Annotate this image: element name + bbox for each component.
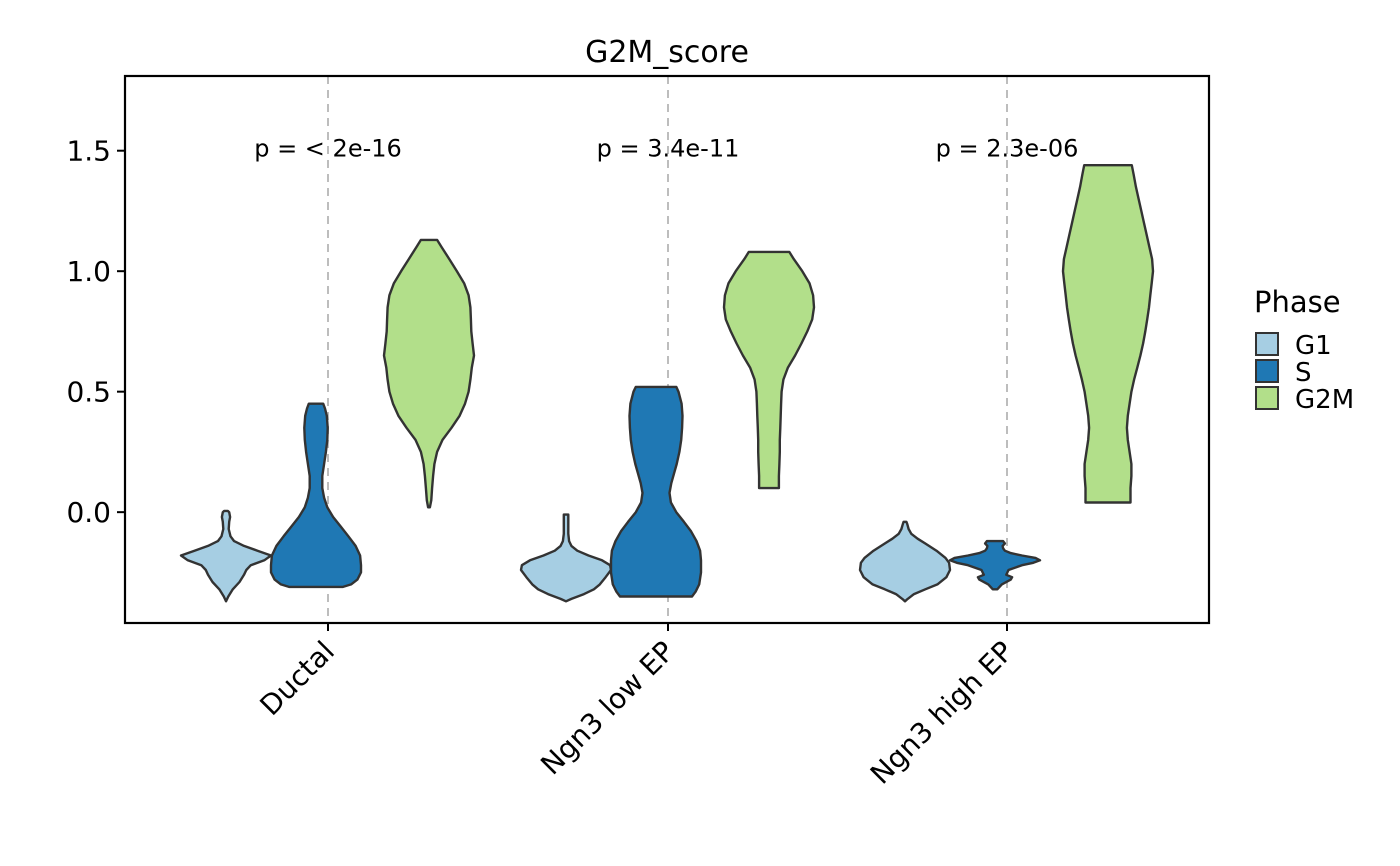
violin-layer: [179, 164, 1155, 603]
y-tick-label: 0.0: [66, 496, 111, 529]
violin-s-ductal: [269, 402, 363, 589]
x-tick-label: Ngn3 low EP: [534, 635, 681, 782]
pvalue-label-3: p = 2.3e-06: [936, 135, 1079, 163]
y-tick-label: 1.0: [66, 255, 111, 288]
pvalue-label-1: p = < 2e-16: [254, 135, 402, 163]
violin-s-ngn3-low-ep: [609, 385, 703, 598]
pvalue-label-2: p = 3.4e-11: [597, 135, 740, 163]
violin-g1-ngn3-high-ep: [858, 520, 952, 603]
legend-label-s: S: [1295, 358, 1312, 388]
x-tick-label: Ngn3 high EP: [864, 635, 1020, 791]
legend-swatch-g2m: [1255, 386, 1279, 410]
violin-g2m-ductal: [382, 238, 476, 509]
legend-swatch-g1: [1255, 332, 1279, 356]
violin-g1-ductal: [179, 509, 273, 603]
chart-title: G2M_score: [585, 35, 749, 70]
legend-title: Phase: [1254, 285, 1341, 319]
violin-g1-ngn3-low-ep: [519, 513, 613, 603]
pvalue-layer: p = < 2e-16 p = 3.4e-11 p = 2.3e-06: [254, 135, 1078, 163]
y-tick-label: 0.5: [66, 376, 111, 409]
violin-s-ngn3-high-ep: [948, 539, 1042, 591]
legend-label-g2m: G2M: [1295, 385, 1354, 415]
violin-g2m-ngn3-high-ep: [1061, 164, 1155, 504]
y-tick-label: 1.5: [66, 135, 111, 168]
x-axis: Ductal Ngn3 low EP Ngn3 high EP: [254, 623, 1020, 791]
violin-g2m-ngn3-low-ep: [722, 250, 816, 490]
x-tick-label: Ductal: [254, 635, 341, 722]
y-axis: 0.0 0.5 1.0 1.5: [66, 135, 125, 529]
legend-swatch-s: [1255, 359, 1279, 383]
legend-label-g1: G1: [1295, 331, 1332, 361]
